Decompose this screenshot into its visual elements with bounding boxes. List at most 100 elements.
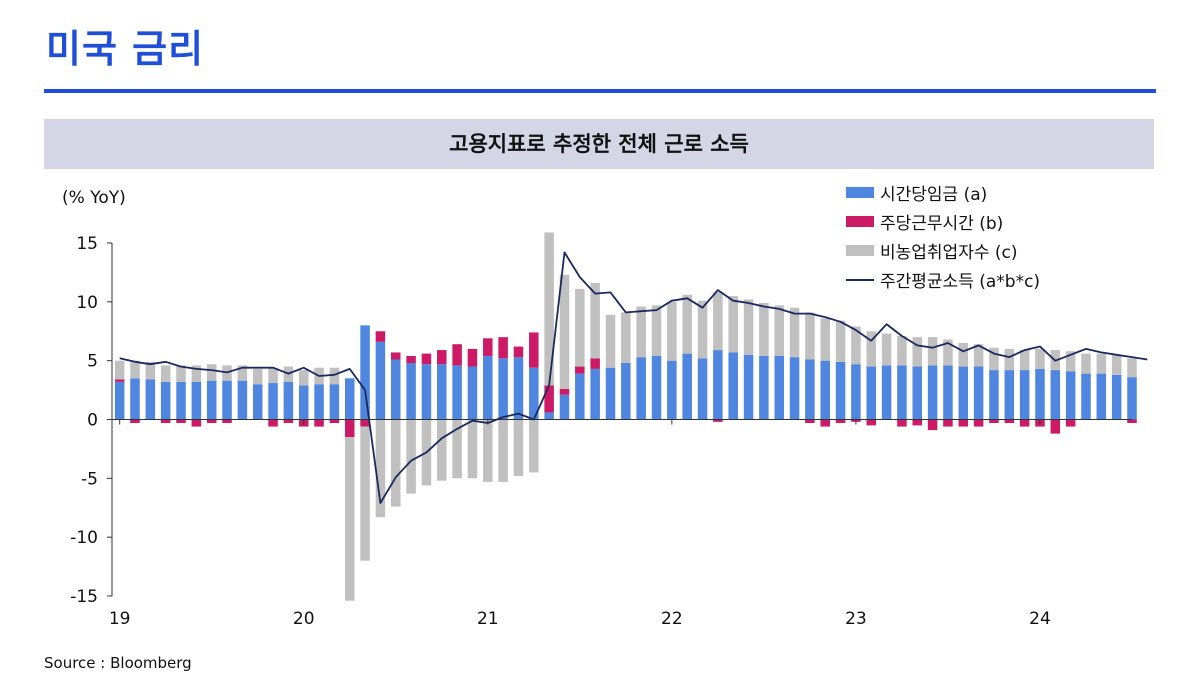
- bar-hourly-wage: [391, 359, 401, 420]
- bar-hourly-wage: [268, 383, 278, 420]
- bar-hourly-wage: [252, 384, 263, 420]
- x-tick-label: 20: [293, 609, 315, 629]
- bar-weekly-hours: [897, 419, 907, 427]
- bar-hourly-wage: [483, 355, 493, 420]
- bar-weekly-hours: [421, 353, 432, 365]
- y-tick-label: 0: [87, 411, 98, 431]
- bar-payrolls: [237, 365, 248, 381]
- legend-label-hourly-wage: 시간당임금 (a): [880, 185, 988, 205]
- bar-hourly-wage: [973, 366, 984, 420]
- bar-payrolls: [391, 419, 401, 507]
- bar-payrolls: [1127, 358, 1137, 378]
- bar-payrolls: [575, 288, 585, 367]
- legend-item-hourly-wage: 시간당임금 (a): [846, 178, 1040, 207]
- bar-payrolls: [559, 274, 570, 389]
- bar-payrolls: [590, 283, 600, 359]
- bar-hourly-wage: [667, 360, 677, 420]
- bar-hourly-wage: [590, 368, 600, 420]
- legend-item-weekly-hours: 주당근무시간 (b): [846, 207, 1040, 236]
- bar-hourly-wage: [575, 373, 585, 420]
- bar-weekly-hours: [483, 338, 493, 356]
- bar-payrolls: [958, 343, 969, 367]
- bar-hourly-wage: [191, 381, 202, 420]
- bar-weekly-hours: [1004, 419, 1015, 424]
- y-tick-label: 5: [87, 352, 98, 372]
- bar-weekly-hours: [866, 419, 877, 426]
- bar-payrolls: [774, 305, 784, 356]
- bar-hourly-wage: [697, 358, 708, 420]
- bar-weekly-hours: [160, 419, 171, 424]
- bar-weekly-hours: [820, 419, 830, 427]
- bar-weekly-hours: [391, 352, 401, 360]
- bar-payrolls: [191, 365, 202, 382]
- bar-hourly-wage: [651, 355, 662, 420]
- bar-hourly-wage: [559, 394, 570, 420]
- bar-payrolls: [268, 367, 278, 384]
- bar-hourly-wage: [943, 365, 953, 420]
- bar-hourly-wage: [682, 353, 692, 420]
- bar-weekly-hours: [452, 344, 462, 366]
- bar-payrolls: [329, 367, 340, 385]
- bar-hourly-wage: [881, 365, 892, 420]
- bar-hourly-wage: [114, 381, 125, 420]
- bar-payrolls: [743, 299, 754, 355]
- bar-payrolls: [651, 305, 662, 356]
- bar-hourly-wage: [314, 384, 324, 420]
- bar-hourly-wage: [344, 378, 355, 420]
- bar-payrolls: [667, 301, 677, 361]
- bar-weekly-hours: [360, 419, 370, 427]
- bar-hourly-wage: [621, 363, 631, 420]
- bar-weekly-hours: [805, 419, 815, 424]
- bar-payrolls: [973, 344, 984, 367]
- bar-hourly-wage: [329, 384, 340, 420]
- bar-weekly-hours: [498, 337, 508, 359]
- bar-payrolls: [943, 339, 953, 366]
- bar-payrolls: [498, 419, 508, 482]
- bar-hourly-wage: [713, 350, 723, 420]
- bar-hourly-wage: [1050, 370, 1061, 420]
- bar-hourly-wage: [605, 367, 616, 420]
- bar-payrolls: [544, 232, 554, 386]
- bar-payrolls: [529, 419, 539, 473]
- bar-hourly-wage: [1127, 377, 1137, 420]
- bar-weekly-hours: [1050, 419, 1061, 434]
- bar-hourly-wage: [375, 341, 386, 420]
- x-tick-label: 22: [661, 609, 683, 629]
- bar-hourly-wage: [1096, 373, 1107, 420]
- bar-payrolls: [897, 335, 907, 366]
- bar-hourly-wage: [927, 365, 938, 420]
- legend-swatch-weekly-income: [846, 278, 874, 281]
- bar-weekly-hours: [1127, 419, 1137, 424]
- bar-hourly-wage: [1111, 374, 1122, 420]
- bar-payrolls: [605, 314, 616, 368]
- bar-payrolls: [1081, 353, 1091, 374]
- bar-weekly-hours: [1019, 419, 1030, 427]
- bar-payrolls: [483, 419, 493, 482]
- bar-weekly-hours: [329, 419, 340, 424]
- bar-payrolls: [375, 419, 386, 518]
- bar-weekly-hours: [176, 419, 186, 424]
- bar-hourly-wage: [636, 357, 646, 420]
- bar-payrolls: [360, 426, 370, 561]
- bar-weekly-hours: [544, 385, 554, 413]
- bar-payrolls: [406, 419, 416, 494]
- bar-hourly-wage: [912, 366, 923, 420]
- bar-hourly-wage: [298, 385, 309, 420]
- bar-payrolls: [452, 419, 462, 479]
- bar-hourly-wage: [789, 357, 800, 420]
- bar-hourly-wage: [743, 354, 754, 420]
- bar-payrolls: [467, 419, 478, 479]
- bar-payrolls: [728, 295, 738, 353]
- bar-payrolls: [176, 365, 186, 382]
- y-axis-unit-label: (% YoY): [62, 188, 126, 208]
- bar-payrolls: [682, 294, 692, 354]
- legend-swatch-hourly-wage: [846, 187, 874, 198]
- bar-hourly-wage: [498, 358, 508, 420]
- bar-hourly-wage: [283, 381, 294, 420]
- bar-weekly-hours: [191, 419, 202, 427]
- bar-hourly-wage: [467, 366, 478, 420]
- bar-payrolls: [344, 437, 355, 601]
- y-tick-label: -15: [70, 587, 98, 607]
- bar-weekly-hours: [375, 331, 386, 342]
